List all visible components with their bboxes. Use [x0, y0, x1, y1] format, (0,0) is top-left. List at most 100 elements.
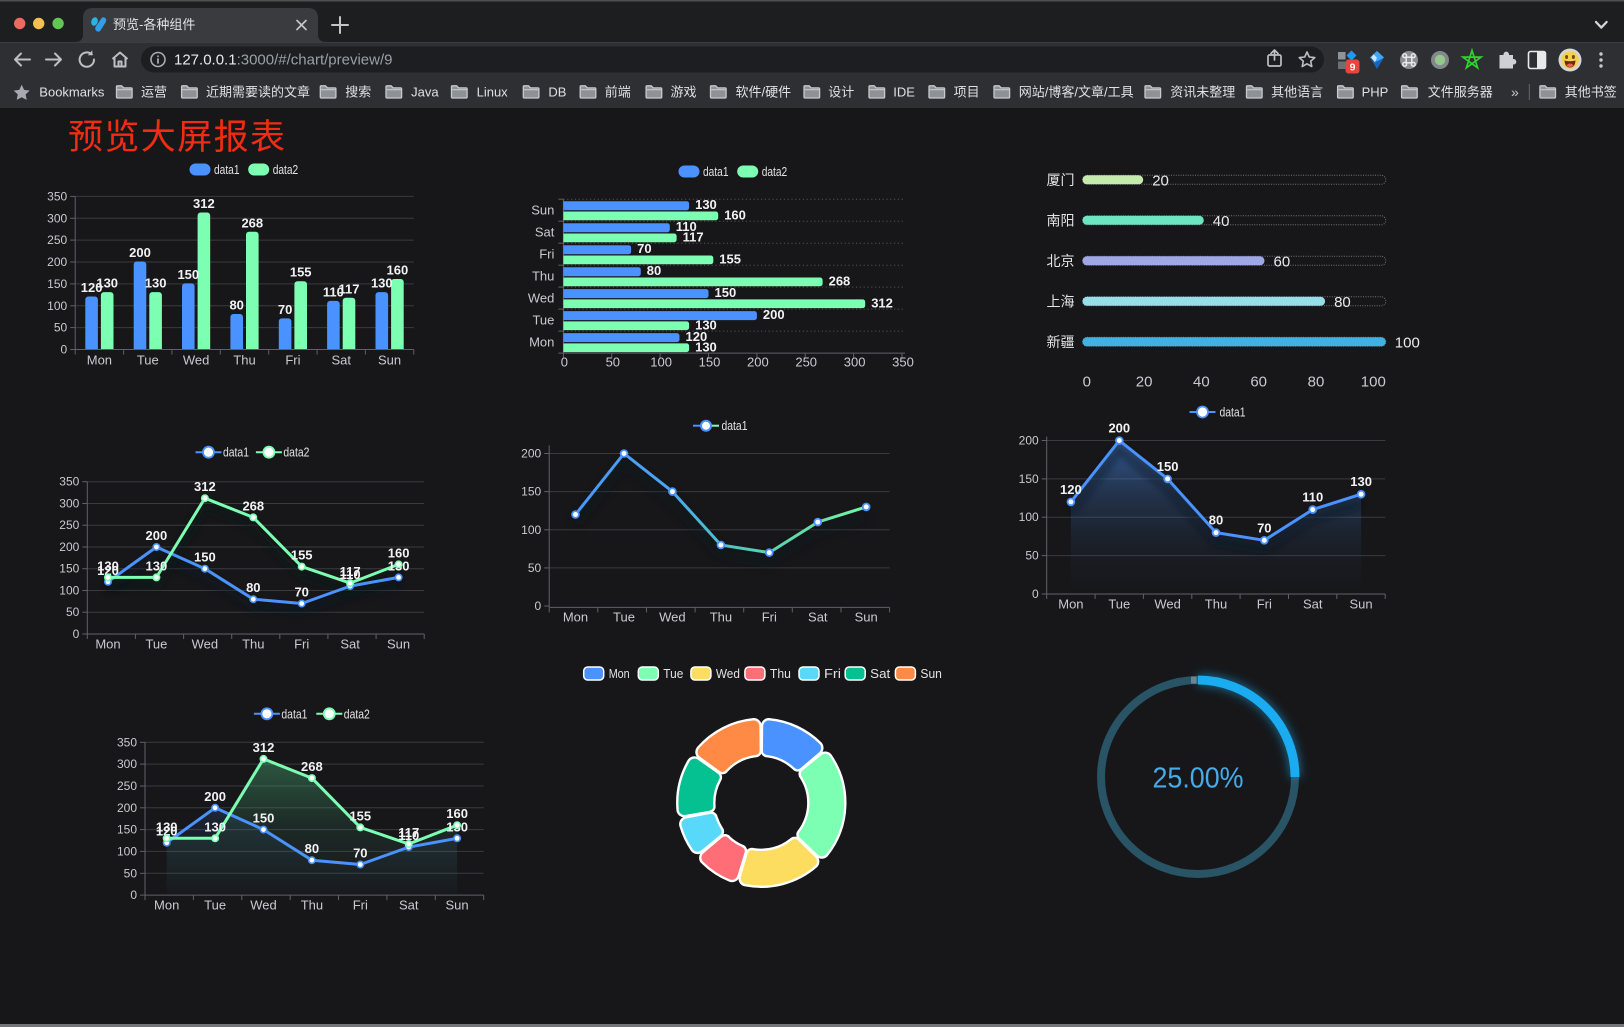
svg-text:data1: data1 — [722, 418, 748, 433]
svg-text:Wed: Wed — [528, 291, 555, 306]
svg-text:Tue: Tue — [204, 898, 226, 913]
svg-text:350: 350 — [59, 475, 79, 489]
svg-text:data1: data1 — [223, 445, 249, 460]
svg-text:160: 160 — [446, 806, 468, 821]
svg-text:Fri: Fri — [353, 898, 368, 913]
svg-text:250: 250 — [117, 779, 137, 793]
svg-text:150: 150 — [1157, 459, 1179, 474]
svg-text:Mon: Mon — [154, 898, 179, 913]
svg-text:Mon: Mon — [95, 637, 120, 652]
svg-text:130: 130 — [204, 819, 226, 834]
svg-text:100: 100 — [59, 584, 79, 598]
svg-text:120: 120 — [81, 280, 103, 295]
svg-text:Mon: Mon — [609, 666, 630, 681]
svg-text:Sun: Sun — [378, 353, 401, 368]
svg-text:130: 130 — [695, 317, 717, 332]
svg-text:Wed: Wed — [659, 610, 686, 625]
svg-text:Mon: Mon — [529, 335, 554, 350]
svg-text:120: 120 — [97, 563, 119, 578]
svg-text:117: 117 — [683, 230, 704, 245]
svg-text:200: 200 — [59, 540, 79, 554]
svg-text:»: » — [1511, 84, 1519, 100]
svg-text:100: 100 — [1019, 510, 1039, 524]
svg-text:data1: data1 — [281, 706, 307, 721]
svg-text:0: 0 — [535, 599, 542, 613]
svg-text:前端: 前端 — [605, 85, 631, 100]
svg-text:155: 155 — [719, 252, 741, 267]
svg-text:200: 200 — [129, 245, 151, 260]
svg-text:350: 350 — [892, 355, 914, 370]
svg-text:data2: data2 — [762, 164, 788, 179]
svg-text:Wed: Wed — [1154, 597, 1181, 612]
svg-text:160: 160 — [387, 263, 409, 278]
svg-text:其他语言: 其他语言 — [1271, 85, 1323, 100]
svg-text:9: 9 — [1350, 62, 1356, 74]
svg-text:70: 70 — [278, 302, 292, 317]
svg-text:文件服务器: 文件服务器 — [1428, 85, 1493, 100]
svg-text:268: 268 — [301, 759, 323, 774]
svg-text:150: 150 — [59, 562, 79, 576]
svg-text:Tue: Tue — [137, 353, 159, 368]
svg-text:Sat: Sat — [870, 666, 890, 681]
svg-text:软件/硬件: 软件/硬件 — [736, 85, 792, 100]
svg-text:Thu: Thu — [233, 353, 255, 368]
svg-text:Sat: Sat — [331, 353, 351, 368]
svg-text:200: 200 — [47, 255, 67, 269]
svg-text:Thu: Thu — [1205, 597, 1227, 612]
svg-text:117: 117 — [340, 564, 361, 579]
svg-text:300: 300 — [117, 757, 137, 771]
svg-text:Sun: Sun — [855, 610, 878, 625]
svg-text:Fri: Fri — [285, 353, 300, 368]
svg-text:110: 110 — [323, 284, 344, 299]
svg-text:新疆: 新疆 — [1047, 334, 1075, 350]
svg-text:data1: data1 — [214, 162, 240, 177]
svg-text:预览-各种组件: 预览-各种组件 — [113, 17, 195, 32]
svg-text:北京: 北京 — [1047, 253, 1075, 269]
svg-text:200: 200 — [1108, 421, 1130, 436]
svg-text:110: 110 — [1302, 490, 1323, 505]
svg-text:350: 350 — [47, 189, 67, 203]
svg-text:130: 130 — [695, 197, 717, 212]
svg-text:130: 130 — [1350, 474, 1372, 489]
svg-text:120: 120 — [686, 329, 708, 344]
svg-text:250: 250 — [47, 233, 67, 247]
svg-text:20: 20 — [1136, 374, 1153, 391]
svg-text:25.00%: 25.00% — [1153, 763, 1244, 795]
svg-text:250: 250 — [795, 355, 817, 370]
svg-text:200: 200 — [747, 355, 769, 370]
svg-text:0: 0 — [73, 627, 80, 641]
svg-text:其他书签: 其他书签 — [1565, 85, 1617, 100]
svg-text:80: 80 — [246, 580, 260, 595]
svg-text:130: 130 — [146, 558, 168, 573]
svg-text:Sun: Sun — [531, 203, 554, 218]
svg-text:60: 60 — [1250, 374, 1267, 391]
svg-text:上海: 上海 — [1047, 293, 1075, 309]
svg-text:Mon: Mon — [563, 610, 588, 625]
svg-text:Mon: Mon — [1058, 597, 1083, 612]
svg-text:IDE: IDE — [893, 85, 915, 100]
svg-text:Tue: Tue — [663, 666, 683, 681]
svg-text:Sat: Sat — [808, 610, 828, 625]
svg-text:厦门: 厦门 — [1047, 172, 1075, 188]
svg-text:350: 350 — [117, 735, 137, 749]
svg-text:130: 130 — [145, 276, 167, 291]
svg-text:70: 70 — [294, 585, 308, 600]
svg-text:Wed: Wed — [716, 666, 740, 681]
svg-text:游戏: 游戏 — [671, 85, 697, 100]
svg-text:268: 268 — [241, 215, 263, 230]
svg-text:100: 100 — [117, 844, 137, 858]
svg-text:268: 268 — [829, 274, 851, 289]
svg-text:130: 130 — [97, 558, 119, 573]
svg-text:130: 130 — [96, 276, 118, 291]
svg-text:150: 150 — [47, 277, 67, 291]
svg-text:Sun: Sun — [920, 666, 942, 681]
svg-text:127.0.0.1:3000/#/chart/preview: 127.0.0.1:3000/#/chart/preview/9 — [174, 52, 393, 69]
svg-text:200: 200 — [521, 447, 541, 461]
svg-text:70: 70 — [637, 241, 651, 256]
svg-text:150: 150 — [715, 285, 737, 300]
svg-text:资讯未整理: 资讯未整理 — [1170, 85, 1235, 100]
svg-text:110: 110 — [340, 567, 361, 582]
svg-text:268: 268 — [242, 498, 264, 513]
svg-text:70: 70 — [353, 846, 367, 861]
svg-text:data1: data1 — [703, 164, 729, 179]
